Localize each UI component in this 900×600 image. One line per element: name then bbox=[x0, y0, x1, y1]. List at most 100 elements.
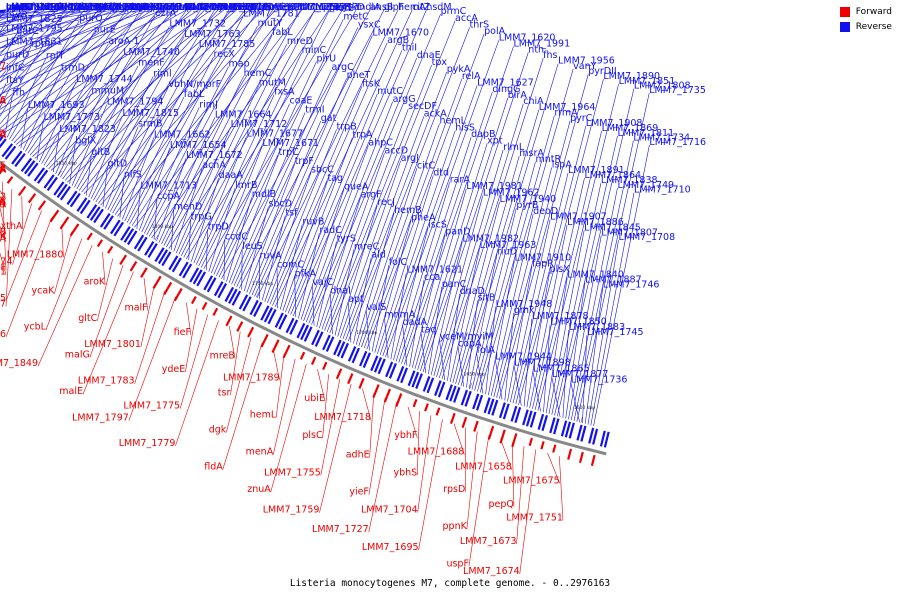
leader-line bbox=[195, 94, 275, 265]
reverse-gene-label: dnaD bbox=[460, 286, 485, 297]
reverse-gene-label: citC bbox=[417, 160, 436, 171]
reverse-gene bbox=[491, 399, 499, 416]
legend-reverse-label: Reverse bbox=[855, 22, 892, 32]
reverse-gene-label: LMM7_1850 bbox=[550, 317, 607, 328]
scale-tick bbox=[361, 341, 364, 348]
reverse-gene-label: smc bbox=[174, 2, 193, 13]
reverse-gene-label: mmuM bbox=[91, 85, 124, 96]
leader-line bbox=[500, 438, 513, 470]
reverse-gene-label: aroA-1 bbox=[108, 36, 139, 47]
leader-line bbox=[345, 71, 448, 341]
forward-gene-label: mdtK bbox=[0, 231, 7, 242]
leader-line bbox=[466, 300, 478, 388]
forward-gene-label: LMM7_1789 bbox=[223, 372, 280, 383]
reverse-gene-label: hemC bbox=[244, 68, 272, 79]
leader-line bbox=[50, 9, 237, 171]
leader-line bbox=[490, 213, 534, 397]
reverse-gene-label: sitB bbox=[478, 292, 496, 303]
leader-line bbox=[322, 374, 329, 439]
leader-line bbox=[126, 56, 214, 223]
leader-line bbox=[511, 442, 515, 507]
reverse-gene-label: pfkA bbox=[295, 268, 317, 279]
forward-gene bbox=[299, 351, 306, 360]
leader-line bbox=[414, 189, 467, 369]
reverse-gene-label: LMM7_1694 bbox=[199, 2, 256, 13]
reverse-gene-label: purL bbox=[103, 2, 125, 13]
leader-line bbox=[0, 190, 7, 200]
reverse-gene-label: ytkD bbox=[342, 2, 364, 13]
leader-line bbox=[69, 143, 76, 184]
leader-line bbox=[78, 9, 201, 191]
forward-gene-label: LMM7_1783 bbox=[78, 376, 135, 387]
leader-line bbox=[292, 9, 427, 316]
leader-line bbox=[81, 9, 232, 193]
leader-line bbox=[513, 365, 522, 406]
leader-line bbox=[374, 220, 412, 353]
leader-line bbox=[449, 247, 480, 382]
reverse-gene-label: purH bbox=[150, 2, 173, 13]
reverse-gene bbox=[434, 380, 442, 396]
reverse-gene bbox=[147, 243, 158, 258]
reverse-gene-label: ezrA bbox=[155, 8, 177, 19]
leader-line bbox=[329, 293, 333, 335]
forward-gene-label: LMM7_1779 bbox=[119, 438, 176, 449]
reverse-gene bbox=[113, 221, 124, 237]
leader-line bbox=[411, 234, 446, 368]
reverse-gene-label: argF bbox=[361, 189, 382, 200]
forward-gene-label: LMM7_1875 bbox=[0, 293, 6, 304]
reverse-gene-label: yegS bbox=[218, 2, 242, 13]
forward-gene bbox=[424, 403, 429, 412]
reverse-gene-label: LMM7_1796 bbox=[91, 2, 148, 13]
leader-line bbox=[379, 130, 456, 355]
leader-line bbox=[158, 117, 216, 243]
leader-line bbox=[64, 9, 219, 181]
reverse-gene-label: folA bbox=[477, 345, 496, 356]
leader-line bbox=[290, 50, 403, 315]
forward-gene-label: cspD bbox=[0, 128, 6, 139]
reverse-gene bbox=[189, 267, 200, 283]
reverse-gene-label: mreD bbox=[287, 36, 313, 47]
reverse-gene bbox=[347, 346, 357, 362]
reverse-gene-label: ccdC bbox=[225, 231, 248, 242]
reverse-gene bbox=[133, 234, 145, 250]
leader-line bbox=[468, 254, 498, 389]
reverse-gene bbox=[464, 390, 472, 407]
leader-line bbox=[276, 267, 278, 309]
leader-line bbox=[45, 238, 83, 330]
forward-gene bbox=[119, 254, 127, 266]
reverse-swatch bbox=[839, 22, 850, 32]
reverse-gene-label: fmt bbox=[58, 2, 75, 13]
reverse-gene-label: LMM7_1785 bbox=[199, 39, 256, 50]
forward-gene bbox=[590, 454, 596, 467]
leader-line bbox=[519, 449, 537, 575]
leader-line bbox=[178, 85, 260, 255]
leader-line bbox=[548, 230, 585, 414]
leader-line bbox=[371, 265, 390, 352]
leader-line bbox=[18, 9, 212, 147]
reverse-gene bbox=[231, 290, 242, 306]
reverse-gene bbox=[603, 431, 610, 448]
forward-gene-label: LMM7_2004 bbox=[0, 164, 6, 175]
reverse-gene-label: deoD bbox=[533, 206, 558, 217]
leader-line bbox=[573, 140, 634, 421]
leader-line bbox=[294, 276, 297, 318]
reverse-gene bbox=[385, 361, 394, 378]
leader-line bbox=[358, 168, 418, 346]
reverse-gene-label: purK bbox=[173, 2, 196, 13]
reverse-gene-label: xpt bbox=[487, 136, 503, 147]
forward-gene-label: LMM7_2007 bbox=[0, 61, 6, 72]
leader-line bbox=[131, 9, 273, 226]
leader-line bbox=[243, 206, 269, 292]
scale-tick bbox=[580, 416, 583, 423]
reverse-gene-label: ahpC bbox=[368, 138, 393, 149]
leader-line bbox=[311, 13, 441, 325]
reverse-gene bbox=[362, 352, 372, 368]
reverse-gene-label: LMM7_1865 bbox=[533, 364, 590, 375]
forward-gene-label: LMM7_1751 bbox=[506, 512, 563, 523]
reverse-gene-label: nth bbox=[528, 44, 544, 55]
leader-line bbox=[0, 9, 141, 90]
reverse-gene-label: coaE bbox=[290, 96, 313, 107]
reverse-gene bbox=[0, 135, 4, 142]
forward-gene-label: ygfA bbox=[0, 163, 6, 174]
